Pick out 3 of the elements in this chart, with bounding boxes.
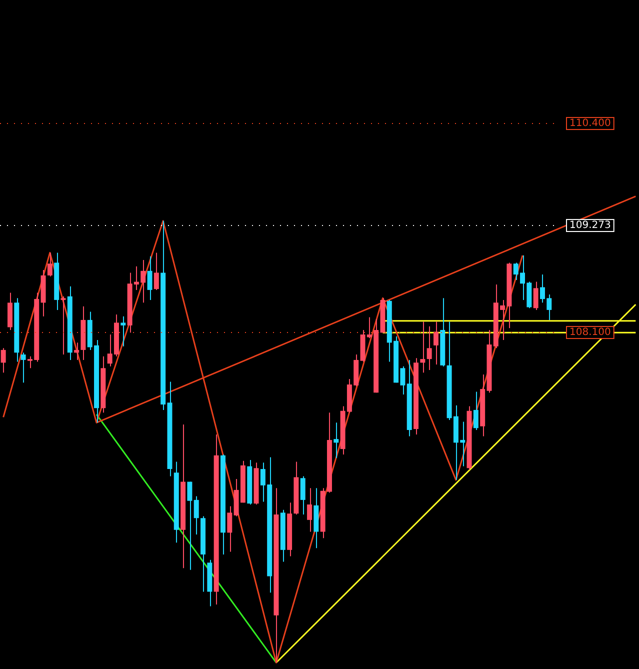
- ref-line-label: 109.273: [569, 220, 611, 232]
- ref-line-label: 110.400: [569, 118, 611, 130]
- ref-line-label: 108.100: [569, 327, 611, 338]
